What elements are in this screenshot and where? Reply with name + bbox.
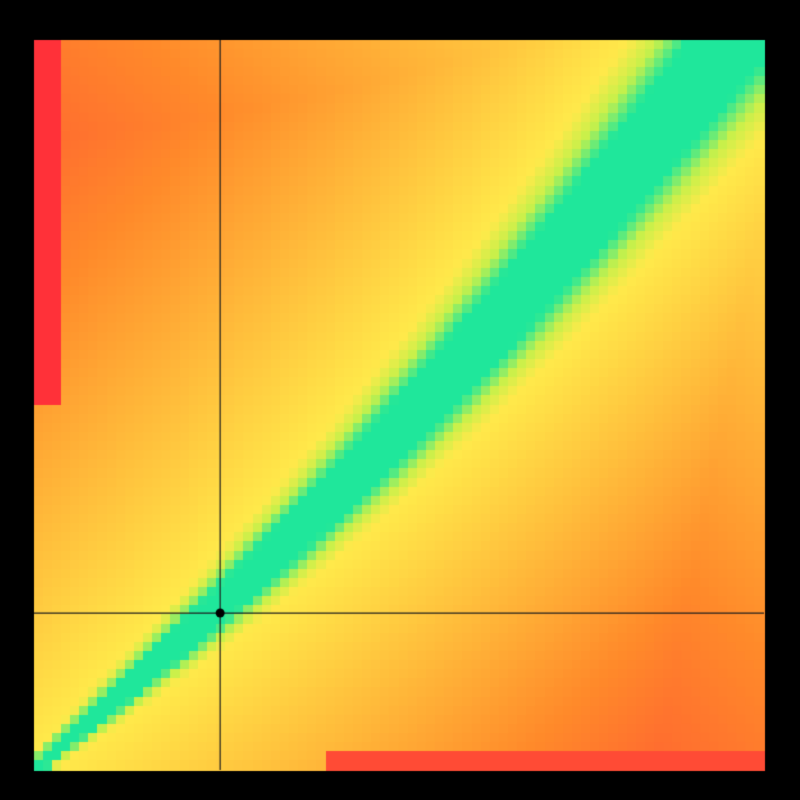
- bottleneck-heatmap: [0, 0, 800, 800]
- chart-container: TheBottleneck.com: [0, 0, 800, 800]
